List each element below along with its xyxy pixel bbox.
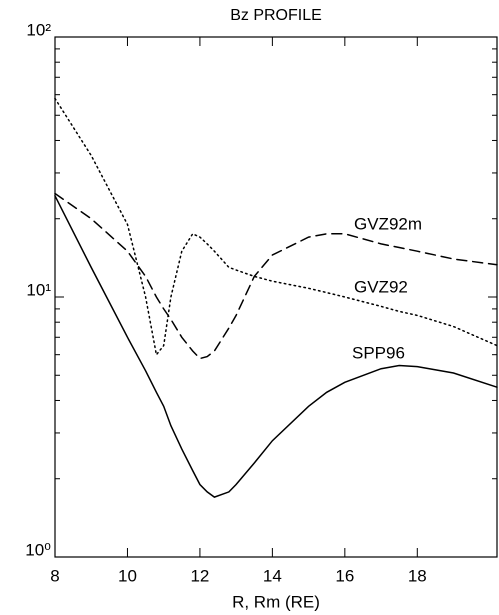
series-label: SPP96 (352, 343, 405, 362)
y-tick-label: 10⁰ (25, 540, 51, 559)
x-axis-label: R, Rm (RE) (232, 592, 320, 611)
x-tick-label: 8 (50, 566, 59, 585)
series-label: GVZ92m (354, 214, 422, 233)
x-tick-label: 10 (118, 566, 137, 585)
x-tick-label: 16 (335, 566, 354, 585)
y-tick-label: 10² (26, 20, 51, 39)
series-line (54, 192, 498, 360)
series-line (54, 97, 498, 357)
x-tick-label: 18 (408, 566, 427, 585)
series-line (54, 195, 498, 498)
plot-frame (54, 36, 498, 558)
x-tick-label: 12 (190, 566, 209, 585)
x-tick-label: 14 (263, 566, 282, 585)
y-tick-label: 10¹ (26, 280, 51, 299)
series-label: GVZ92 (354, 277, 408, 296)
chart-title: Bz PROFILE (230, 7, 322, 24)
